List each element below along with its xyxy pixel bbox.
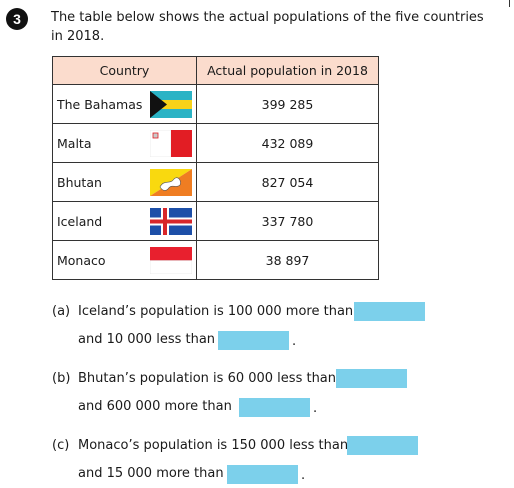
part-b-line-1: Bhutan’s population is 60 000 less than bbox=[78, 371, 337, 386]
part-c-line-1: Monaco’s population is 150 000 less than bbox=[78, 438, 349, 453]
population-value: 38 897 bbox=[196, 240, 379, 280]
part-b-label: (b) bbox=[52, 371, 71, 386]
page-edge-mark bbox=[509, 0, 510, 7]
population-table: Country Actual population in 2018 The Ba… bbox=[52, 56, 379, 280]
table-row: Monaco 38 897 bbox=[52, 240, 379, 280]
part-c-answer-box-1[interactable] bbox=[347, 436, 418, 455]
part-a-label: (a) bbox=[52, 304, 71, 319]
part-b-answer-box-2[interactable] bbox=[239, 398, 310, 417]
malta-flag-icon bbox=[150, 129, 192, 157]
part-a-line-2: and 10 000 less than bbox=[78, 332, 216, 347]
population-value: 337 780 bbox=[196, 201, 379, 241]
part-a-answer-box-1[interactable] bbox=[354, 302, 425, 321]
table-row: Iceland 337 780 bbox=[52, 201, 379, 241]
part-b: (b) bbox=[52, 371, 70, 386]
bahamas-flag-icon bbox=[150, 90, 192, 118]
part-a-end: . bbox=[292, 334, 297, 349]
population-value: 827 054 bbox=[196, 162, 379, 202]
part-c-line-2: and 15 000 more than bbox=[78, 466, 224, 481]
question-intro: The table below shows the actual populat… bbox=[51, 8, 491, 46]
part-c-end: . bbox=[301, 468, 306, 483]
bhutan-flag-icon bbox=[150, 168, 192, 196]
part-b-answer-box-1[interactable] bbox=[336, 369, 407, 388]
table-row: Bhutan 827 054 bbox=[52, 162, 379, 202]
part-c: (c) bbox=[52, 438, 69, 453]
question-number-badge: 3 bbox=[6, 8, 28, 30]
country-name: Malta bbox=[57, 135, 92, 151]
part-c-answer-box-2[interactable] bbox=[227, 465, 298, 484]
part-a-answer-box-2[interactable] bbox=[218, 331, 289, 350]
part-a-line-1: Iceland’s population is 100 000 more tha… bbox=[78, 304, 354, 319]
monaco-flag-icon bbox=[150, 246, 192, 274]
part-a: (a) bbox=[52, 304, 70, 319]
population-value: 432 089 bbox=[196, 123, 379, 163]
country-name: Monaco bbox=[57, 252, 106, 268]
iceland-flag-icon bbox=[150, 207, 192, 235]
intro-line-2: in 2018. bbox=[51, 29, 105, 44]
population-value: 399 285 bbox=[196, 84, 379, 124]
part-c-label: (c) bbox=[52, 438, 70, 453]
header-population: Actual population in 2018 bbox=[196, 56, 379, 85]
intro-line-1: The table below shows the actual populat… bbox=[51, 10, 484, 25]
table-row: The Bahamas 399 285 bbox=[52, 84, 379, 124]
table-row: Malta 432 089 bbox=[52, 123, 379, 163]
part-b-line-2: and 600 000 more than bbox=[78, 399, 232, 414]
country-name: The Bahamas bbox=[57, 96, 143, 112]
part-b-end: . bbox=[313, 401, 318, 416]
header-country: Country bbox=[52, 56, 197, 85]
country-name: Iceland bbox=[57, 213, 103, 229]
table-header-row: Country Actual population in 2018 bbox=[52, 56, 379, 85]
country-name: Bhutan bbox=[57, 174, 102, 190]
